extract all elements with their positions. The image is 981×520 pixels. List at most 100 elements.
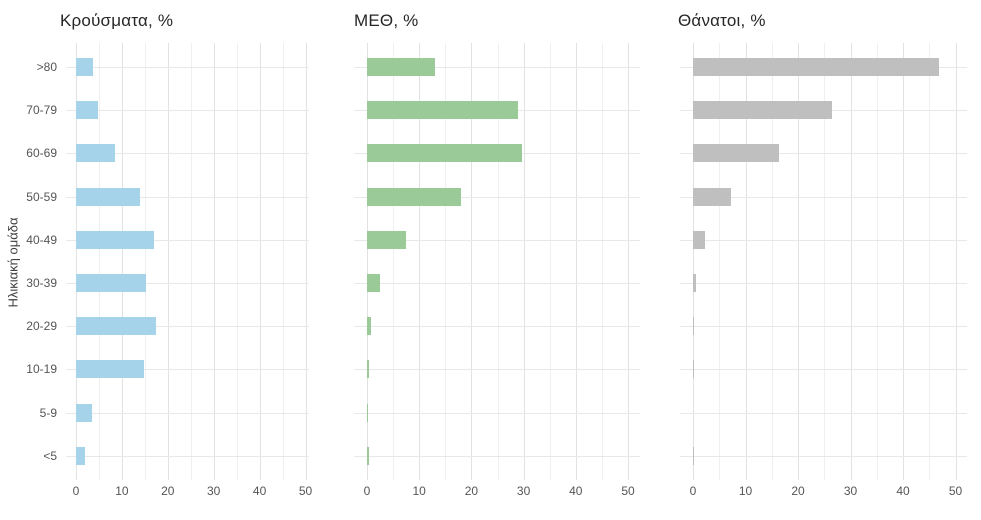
bar-10-19 [76, 360, 145, 379]
y-tick-label: <5 [43, 448, 57, 463]
bar-20-29 [693, 317, 694, 336]
gridline-horizontal [680, 196, 967, 198]
x-tick-label: 0 [689, 484, 697, 498]
x-tick-label: 40 [896, 484, 910, 498]
x-tick-label: 50 [621, 484, 635, 498]
gridline-horizontal [680, 283, 967, 284]
gridline-horizontal [354, 326, 640, 328]
bar-20-29 [367, 317, 372, 336]
y-tick-label: 40-49 [26, 232, 57, 247]
bar-50-59 [76, 187, 141, 206]
bar-40-49 [76, 230, 155, 249]
y-tick-label: >80 [36, 60, 57, 74]
gridline-horizontal [354, 196, 640, 198]
x-tick-label: 50 [298, 484, 313, 498]
bar-30-39 [693, 274, 697, 292]
gridline-vertical [850, 43, 852, 480]
bar-60-69 [693, 144, 780, 163]
gridline-vertical [98, 43, 100, 480]
bar-<5 [367, 446, 369, 465]
gridline-vertical [876, 43, 878, 480]
bar-30-39 [367, 274, 381, 292]
gridline-vertical [305, 43, 307, 480]
bar-5-9 [367, 403, 368, 422]
x-tick-label: 30 [843, 484, 858, 498]
gridline-vertical [76, 43, 77, 480]
gridline-vertical [719, 43, 721, 480]
gridline-vertical [497, 43, 499, 480]
gridline-horizontal [66, 412, 309, 414]
bar-60-69 [367, 144, 522, 163]
gridline-vertical [419, 43, 421, 480]
bar-<5 [76, 446, 85, 465]
gridline-vertical [121, 43, 123, 480]
gridline-horizontal [66, 239, 309, 241]
bar-20-29 [76, 317, 156, 336]
bar-30-39 [76, 274, 146, 292]
gridline-vertical [367, 43, 368, 480]
bar-<5 [693, 446, 694, 465]
gridline-horizontal [66, 67, 309, 68]
gridline-horizontal [354, 67, 640, 68]
bar-50-59 [367, 187, 462, 206]
x-tick-label: 40 [252, 484, 267, 498]
gridline-vertical [190, 43, 192, 480]
gridline-vertical [393, 43, 395, 480]
y-tick-label: 10-19 [26, 362, 57, 377]
bar-10-19 [367, 360, 370, 379]
gridline-vertical [693, 43, 694, 480]
bar-70-79 [76, 101, 99, 120]
gridline-vertical [798, 43, 799, 480]
gridline-horizontal [66, 153, 309, 155]
y-tick-label: 70-79 [26, 103, 57, 118]
y-tick-label: 5-9 [39, 405, 57, 420]
y-tick-label: 20-29 [26, 319, 57, 334]
gridline-vertical [549, 43, 551, 480]
bar-70-79 [367, 101, 519, 120]
gridline-vertical [771, 43, 773, 480]
gridline-horizontal [680, 455, 967, 457]
gridline-vertical [213, 43, 215, 480]
gridline-horizontal [680, 326, 967, 328]
gridline-vertical [523, 43, 525, 480]
x-tick-label: 30 [516, 484, 531, 498]
y-axis-tick-labels: >80 70-79 60-69 50-59 40-49 30-39 20-29 10-19 5-… [0, 43, 57, 480]
y-tick-label: 30-39 [26, 276, 57, 290]
gridline-vertical [929, 43, 931, 480]
gridline-horizontal [66, 369, 309, 371]
bar-10-19 [693, 360, 695, 379]
x-tick-label: 0 [72, 484, 80, 498]
bar-40-49 [693, 230, 705, 249]
panel-title-icu: ΜΕΘ, % [354, 11, 419, 30]
panel-title-deaths: Θάνατοι, % [678, 11, 766, 30]
gridline-vertical [236, 43, 238, 480]
gridline-horizontal [354, 455, 640, 457]
x-tick-label: 20 [161, 484, 175, 498]
panel-deaths-plot: 0 10 20 30 40 50 [680, 43, 967, 498]
bar-5-9 [76, 403, 93, 422]
bar-60-69 [76, 144, 116, 163]
gridline-horizontal [680, 412, 967, 414]
x-tick-label: 50 [948, 484, 963, 498]
bar->80 [76, 58, 93, 76]
gridline-vertical [575, 43, 577, 480]
y-tick-label: 50-59 [26, 189, 57, 204]
x-tick-label: 10 [115, 484, 129, 498]
x-tick-label: 20 [791, 484, 805, 498]
gridline-horizontal [680, 369, 967, 371]
bar->80 [367, 58, 436, 76]
gridline-horizontal [354, 412, 640, 414]
bar->80 [693, 58, 940, 76]
gridline-horizontal [354, 369, 640, 371]
gridline-horizontal [66, 110, 309, 112]
gridline-horizontal [66, 455, 309, 457]
x-tick-label: 30 [207, 484, 221, 498]
x-tick-label: 10 [738, 484, 753, 498]
gridline-horizontal [680, 153, 967, 155]
gridline-vertical [745, 43, 747, 480]
gridline-horizontal [354, 283, 640, 284]
gridline-horizontal [66, 196, 309, 198]
gridline-vertical [628, 43, 629, 480]
bar-40-49 [367, 230, 406, 249]
